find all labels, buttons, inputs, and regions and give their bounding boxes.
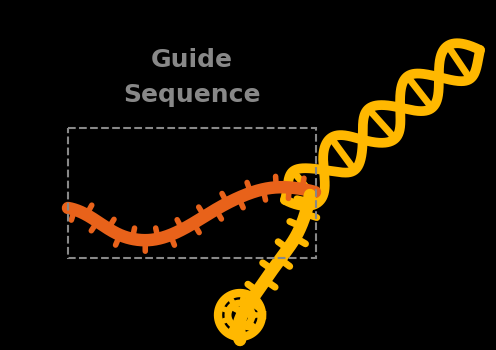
- Bar: [68, 128, 316, 258]
- Text: Sequence: Sequence: [123, 83, 261, 107]
- Text: Guide: Guide: [151, 48, 233, 72]
